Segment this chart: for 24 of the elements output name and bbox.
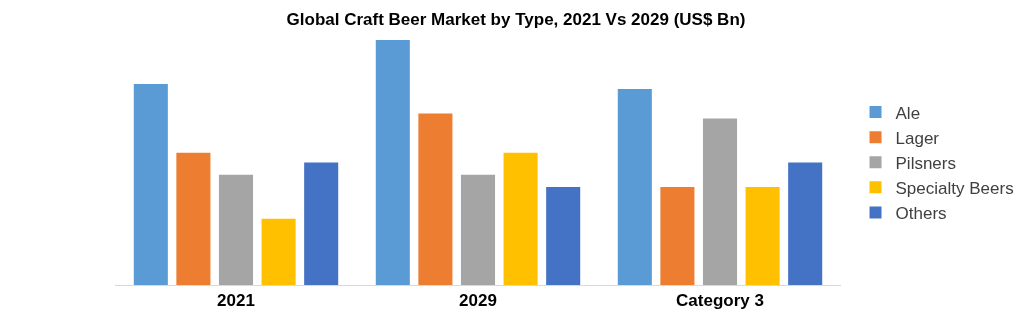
- bar: [375, 40, 410, 285]
- x-tick-label: 2029: [459, 291, 497, 311]
- bar: [218, 174, 254, 285]
- bar: [176, 152, 211, 285]
- bar: [133, 84, 168, 285]
- legend-label: Others: [895, 204, 947, 224]
- legend-label: Ale: [895, 103, 921, 123]
- bar: [546, 187, 581, 285]
- bar: [660, 187, 695, 285]
- bar: [702, 118, 738, 285]
- legend-label: Lager: [895, 128, 940, 148]
- bar: [745, 187, 780, 285]
- bar: [460, 174, 496, 285]
- bar: [304, 162, 339, 285]
- bar: [261, 218, 296, 285]
- legend-label: Specialty Beers: [895, 178, 1014, 198]
- bar: [617, 89, 652, 285]
- x-tick-label: 2021: [217, 291, 255, 311]
- bar: [418, 113, 453, 285]
- x-tick-label: Category 3: [676, 291, 764, 311]
- chart-title: Global Craft Beer Market by Type, 2021 Vs 2029 (US$ Bn): [286, 9, 746, 29]
- bar: [503, 152, 538, 285]
- legend-label: Pilsners: [895, 153, 956, 173]
- bar: [788, 162, 823, 285]
